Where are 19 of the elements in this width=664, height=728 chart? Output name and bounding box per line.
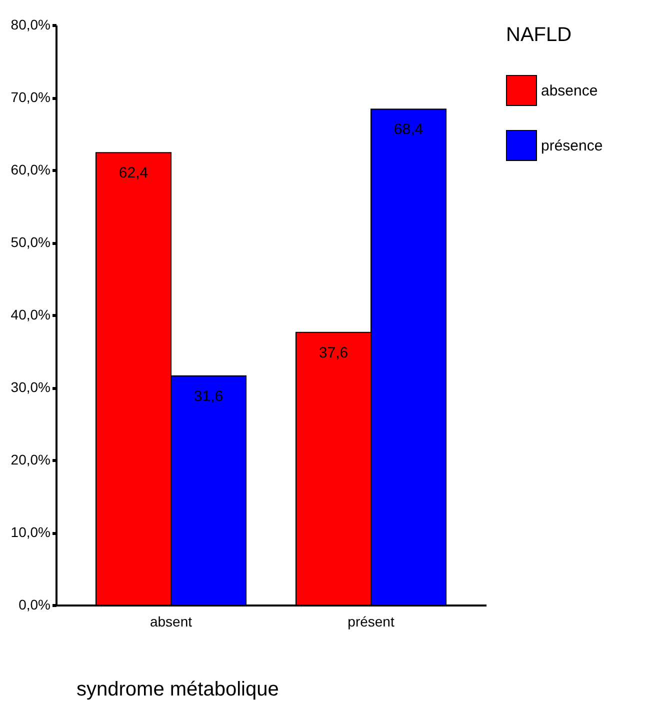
legend-title: NAFLD <box>506 24 572 46</box>
legend-label: absence <box>541 82 598 100</box>
x-tick-label: absent <box>150 614 192 630</box>
y-tick-label: 80,0% <box>10 16 50 32</box>
y-tick-label: 60,0% <box>10 162 50 178</box>
y-tick-label: 30,0% <box>10 379 50 395</box>
y-tick-label: 40,0% <box>10 306 50 322</box>
y-tick-label: 10,0% <box>10 524 50 540</box>
data-label: 62,4 <box>118 164 148 182</box>
x-tick-label: présent <box>348 614 394 630</box>
data-label: 68,4 <box>394 121 424 138</box>
x-axis-title: syndrome métabolique <box>76 678 279 700</box>
y-tick-label: 20,0% <box>10 452 50 468</box>
y-tick-label: 0,0% <box>18 596 50 612</box>
legend-label: présence <box>541 138 603 154</box>
y-tick-label: 70,0% <box>10 89 50 105</box>
y-tick-label: 50,0% <box>10 234 50 250</box>
data-label: 37,6 <box>318 344 348 362</box>
data-label: 31,6 <box>194 388 224 405</box>
